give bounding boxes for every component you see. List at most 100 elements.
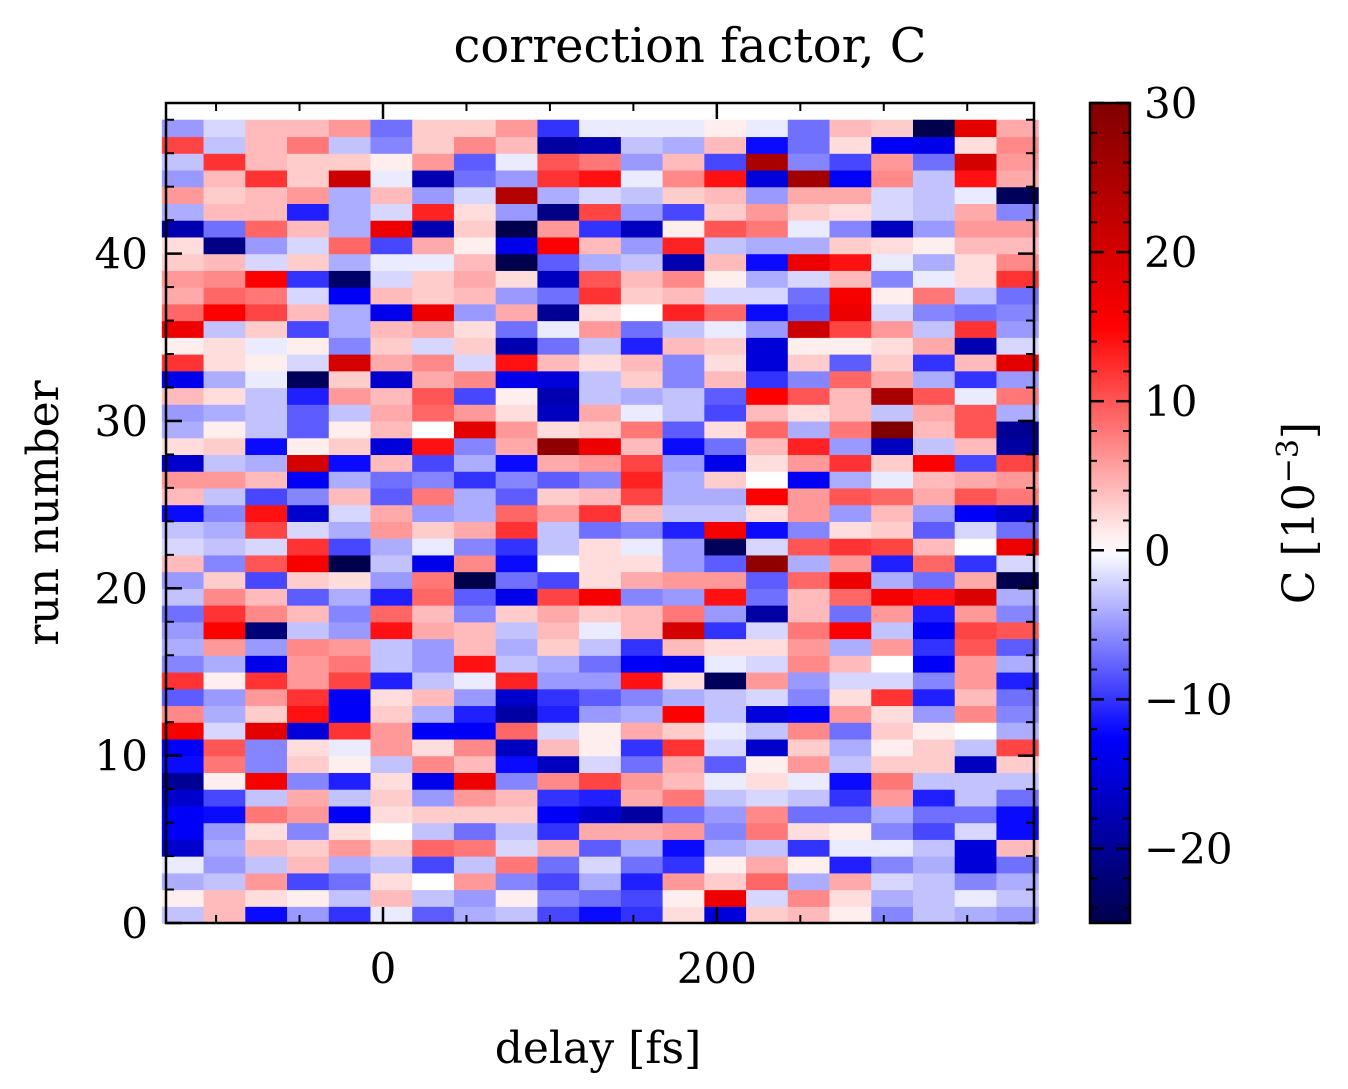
heatmap-cell — [161, 287, 205, 305]
heatmap-cell — [662, 119, 705, 138]
heatmap-cell — [412, 621, 455, 640]
heatmap-cell — [537, 420, 580, 439]
heatmap-cell — [704, 220, 747, 238]
heatmap-cell — [412, 370, 455, 389]
heatmap-cell — [620, 856, 664, 874]
heatmap-cell — [787, 354, 831, 372]
heatmap-cell — [495, 370, 538, 389]
heatmap-cell — [746, 471, 789, 489]
heatmap-cell — [704, 722, 747, 740]
heatmap-cell — [829, 872, 872, 891]
heatmap-cell — [871, 805, 914, 824]
heatmap-cell — [620, 387, 664, 405]
heatmap-cell — [996, 755, 1039, 773]
heatmap-cell — [662, 354, 705, 372]
heatmap-cell — [412, 420, 455, 439]
heatmap-cell — [412, 487, 455, 506]
heatmap-cell — [871, 872, 914, 891]
heatmap-cell — [161, 437, 205, 456]
heatmap-cell — [662, 772, 705, 790]
heatmap-cell — [203, 621, 246, 640]
heatmap-cell — [871, 856, 914, 874]
heatmap-cell — [453, 287, 497, 305]
heatmap-cell — [662, 571, 705, 589]
colorbar-label-exponent: −3 — [1271, 439, 1306, 483]
heatmap-cell — [161, 220, 205, 238]
heatmap-cell — [954, 236, 998, 255]
heatmap-cell — [662, 504, 705, 522]
heatmap-cell — [161, 872, 205, 891]
heatmap-cell — [287, 420, 330, 439]
heatmap-cell — [996, 303, 1039, 322]
heatmap-cell — [245, 688, 288, 707]
heatmap-cell — [412, 839, 455, 857]
heatmap-cell — [704, 538, 747, 556]
heatmap-cell — [829, 722, 872, 740]
heatmap-cell — [370, 655, 413, 673]
heatmap-cell — [871, 169, 914, 188]
heatmap-cell — [453, 839, 497, 857]
heatmap — [161, 119, 1039, 924]
heatmap-cell — [996, 671, 1039, 690]
heatmap-cell — [537, 236, 580, 255]
heatmap-cell — [287, 772, 330, 790]
heatmap-cell — [412, 588, 455, 606]
heatmap-cell — [620, 119, 664, 138]
heatmap-cell — [954, 303, 998, 322]
heatmap-cell — [954, 404, 998, 422]
heatmap-cell — [954, 605, 998, 623]
heatmap-cell — [495, 236, 538, 255]
heatmap-cell — [579, 906, 622, 924]
heatmap-cell — [787, 337, 831, 355]
heatmap-cell — [954, 571, 998, 589]
heatmap-cell — [912, 337, 956, 355]
heatmap-cell — [954, 337, 998, 355]
heatmap-cell — [453, 270, 497, 288]
heatmap-cell — [203, 220, 246, 238]
heatmap-cell — [328, 454, 372, 472]
heatmap-cell — [287, 186, 330, 204]
heatmap-cell — [287, 671, 330, 690]
heatmap-cell — [787, 805, 831, 824]
heatmap-cell — [746, 538, 789, 556]
heatmap-cell — [495, 655, 538, 673]
heatmap-cell — [746, 253, 789, 271]
heatmap-cell — [161, 655, 205, 673]
heatmap-cell — [829, 420, 872, 439]
heatmap-cell — [453, 504, 497, 522]
heatmap-cell — [537, 538, 580, 556]
heatmap-cell — [704, 688, 747, 707]
heatmap-cell — [746, 839, 789, 857]
heatmap-cell — [495, 220, 538, 238]
heatmap-cell — [579, 538, 622, 556]
heatmap-cell — [412, 186, 455, 204]
heatmap-cell — [620, 671, 664, 690]
heatmap-cell — [662, 889, 705, 907]
heatmap-cell — [203, 705, 246, 723]
heatmap-cell — [996, 471, 1039, 489]
heatmap-cell — [871, 303, 914, 322]
heatmap-cell — [245, 437, 288, 456]
heatmap-cell — [704, 270, 747, 288]
heatmap-cell — [579, 755, 622, 773]
heatmap-cell — [829, 437, 872, 456]
heatmap-cell — [787, 471, 831, 489]
heatmap-cell — [954, 538, 998, 556]
heatmap-cell — [829, 822, 872, 840]
heatmap-cell — [787, 437, 831, 456]
heatmap-cell — [746, 387, 789, 405]
heatmap-cell — [161, 839, 205, 857]
heatmap-cell — [453, 387, 497, 405]
heatmap-cell — [579, 588, 622, 606]
heatmap-cell — [871, 504, 914, 522]
heatmap-cell — [996, 856, 1039, 874]
heatmap-cell — [328, 605, 372, 623]
heatmap-cell — [996, 638, 1039, 656]
heatmap-cell — [787, 270, 831, 288]
heatmap-cell — [579, 521, 622, 539]
heatmap-cell — [662, 236, 705, 255]
heatmap-cell — [245, 303, 288, 322]
colorbar-tick-label: 10 — [1144, 377, 1197, 426]
heatmap-cell — [453, 169, 497, 188]
heatmap-cell — [495, 638, 538, 656]
